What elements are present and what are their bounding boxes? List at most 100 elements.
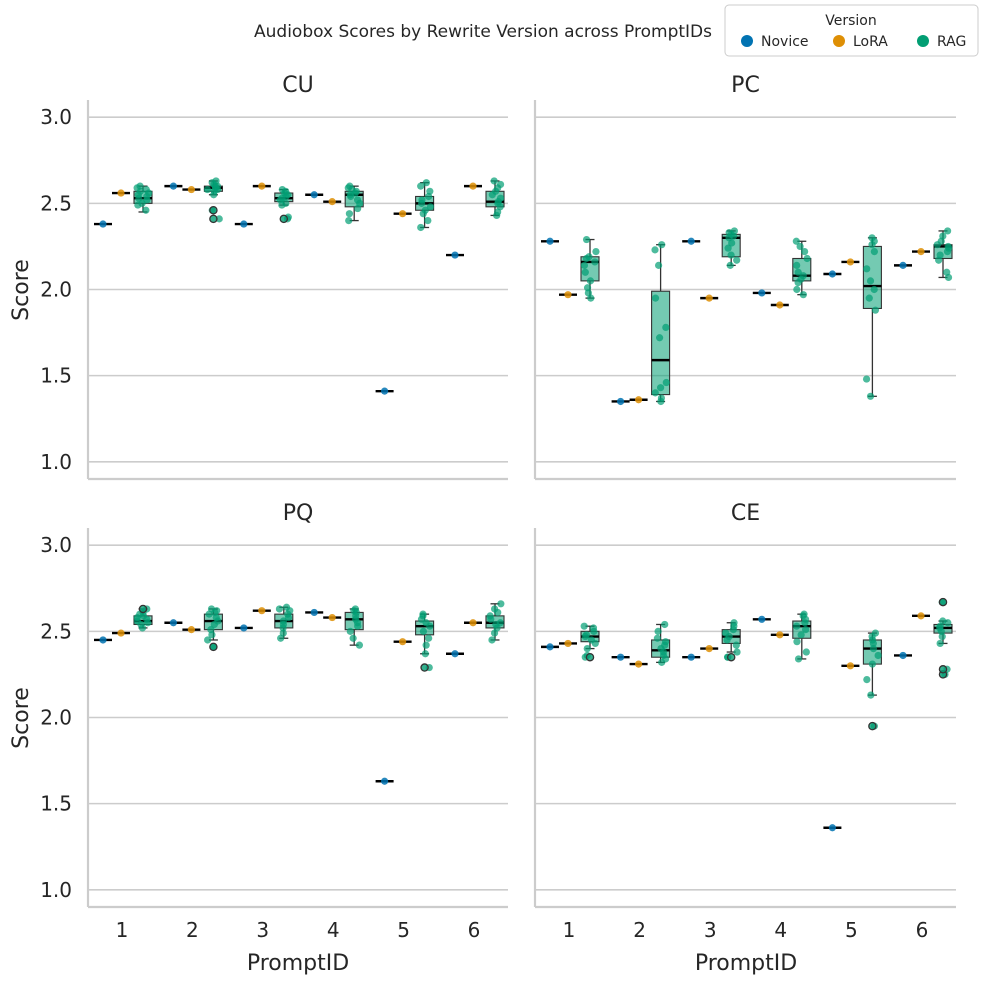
- rag-point: [497, 600, 505, 608]
- y-tick-label: 1.0: [40, 450, 72, 474]
- y-tick-label: 1.5: [40, 792, 72, 816]
- x-axis-label-left: PromptID: [247, 951, 349, 976]
- rag-point: [278, 185, 286, 194]
- rag-outlier: [209, 214, 218, 224]
- lora-point: [117, 629, 125, 637]
- rag-point: [662, 378, 670, 387]
- novice-point: [169, 182, 177, 190]
- legend-marker-lora: [833, 35, 845, 47]
- panel-cu: CU 1.0 1.5 2.0 2.5 3.0: [40, 73, 508, 481]
- rag-point: [863, 265, 871, 273]
- lora-point: [635, 396, 643, 404]
- rag-point: [874, 651, 882, 660]
- rag-point: [418, 196, 426, 204]
- rag-point: [943, 268, 951, 276]
- rag-point: [490, 177, 498, 185]
- rag-point: [142, 206, 150, 214]
- novice-point: [899, 651, 907, 660]
- rag-point: [215, 215, 223, 223]
- rag-point: [422, 179, 430, 187]
- legend-frame: [724, 4, 979, 57]
- lora-point: [469, 619, 477, 627]
- lora-point: [187, 626, 195, 634]
- lora-point: [399, 638, 407, 646]
- rag-point: [661, 638, 670, 646]
- legend-marker-novice: [741, 35, 753, 47]
- rag-point: [863, 676, 871, 684]
- panel-title: PQ: [283, 501, 314, 526]
- rag-point: [279, 617, 287, 625]
- rag-point: [800, 610, 808, 618]
- rag-point: [944, 227, 952, 235]
- lora-point: [328, 198, 336, 206]
- panel-pc: PC: [533, 73, 956, 481]
- x-tick-label: 5: [845, 918, 858, 942]
- y-axis-label-top: Score: [9, 259, 34, 321]
- rag-outlier: [209, 206, 218, 215]
- novice-point: [899, 261, 907, 269]
- novice-point: [546, 237, 554, 245]
- rag-outlier: [726, 652, 736, 662]
- rag-point: [587, 636, 596, 644]
- rag-point: [496, 619, 504, 627]
- novice-point: [310, 608, 318, 617]
- rag-point: [865, 294, 873, 302]
- rag-point: [282, 603, 291, 611]
- rag-point: [654, 627, 662, 635]
- rag-point: [939, 232, 947, 240]
- legend-label-rag: RAG: [937, 34, 966, 50]
- rag-point: [136, 182, 144, 190]
- rag-point: [793, 261, 801, 269]
- lora-point: [846, 662, 855, 670]
- rag-point: [799, 272, 807, 280]
- rag-point: [426, 203, 435, 211]
- rag-point: [583, 284, 592, 292]
- rag-outlier: [279, 214, 289, 224]
- panel-title: CE: [731, 501, 760, 526]
- novice-point: [240, 624, 248, 632]
- rag-point: [592, 248, 600, 256]
- rag-point: [279, 629, 287, 637]
- rag-point: [581, 268, 589, 276]
- x-tick-label: 4: [327, 918, 340, 942]
- rag-point: [793, 622, 801, 630]
- rag-point: [866, 277, 875, 285]
- lora-point: [776, 631, 784, 639]
- rag-point: [936, 639, 944, 648]
- rag-point: [868, 660, 876, 668]
- rag-point: [793, 285, 801, 294]
- lora-point: [917, 612, 925, 620]
- rag-point: [870, 248, 878, 256]
- rag-point: [871, 306, 880, 314]
- novice-point: [617, 653, 625, 661]
- rag-outlier: [938, 665, 948, 674]
- rag-point: [661, 620, 669, 629]
- y-tick-label: 3.0: [40, 533, 72, 557]
- novice-point: [758, 289, 766, 297]
- rag-point: [349, 634, 357, 642]
- novice-point: [169, 619, 177, 627]
- novice-point: [828, 824, 837, 832]
- rag-point: [799, 291, 807, 299]
- x-tick-label: 1: [116, 918, 129, 942]
- x-tick-label: 6: [916, 918, 929, 942]
- lora-point: [635, 660, 643, 668]
- y-tick-label: 2.5: [40, 619, 72, 643]
- novice-point: [451, 251, 459, 259]
- x-tick-label: 2: [633, 918, 646, 942]
- y-tick-label: 1.0: [40, 878, 72, 902]
- rag-point: [351, 605, 359, 613]
- x-tick-label: 2: [186, 918, 199, 942]
- rag-point: [589, 624, 598, 632]
- lora-point: [117, 189, 125, 197]
- lora-point: [258, 607, 266, 615]
- lora-point: [328, 613, 336, 622]
- rag-point: [591, 258, 599, 266]
- rag-point: [862, 375, 871, 383]
- novice-point: [240, 220, 248, 228]
- rag-point: [794, 655, 803, 663]
- lora-point: [705, 644, 713, 653]
- rag-outlier: [938, 597, 948, 607]
- rag-point: [425, 634, 433, 642]
- novice-point: [617, 397, 625, 406]
